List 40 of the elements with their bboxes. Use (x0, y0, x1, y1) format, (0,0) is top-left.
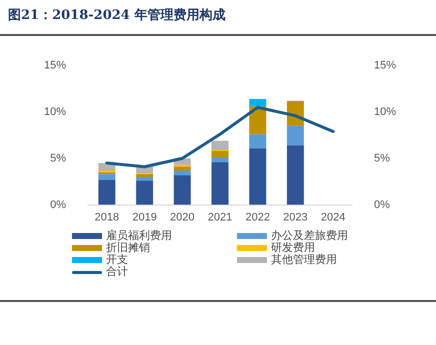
x-tick-label: 2019 (132, 211, 157, 224)
bar (286, 145, 304, 205)
x-tick-label: 2021 (208, 211, 232, 224)
bar (174, 175, 191, 205)
bar (249, 99, 266, 106)
y2-tick-label: 0% (374, 198, 390, 211)
bar (136, 174, 154, 177)
bar (98, 180, 116, 205)
y-tick-label: 15% (44, 60, 66, 72)
x-tick-label: 2023 (283, 211, 308, 224)
y2-tick-label: 10% (374, 106, 396, 118)
y-tick-label: 5% (50, 152, 66, 164)
x-tick-label: 2022 (245, 211, 270, 224)
bar (136, 176, 154, 181)
bar (136, 180, 154, 205)
bar (249, 148, 266, 205)
chart-title: 图21：2018-2024 年管理费用构成 (8, 7, 226, 24)
bar (174, 166, 191, 170)
bar (212, 150, 228, 158)
y-tick-label: 10% (44, 106, 66, 118)
legend-label: 折旧摊销 (106, 241, 150, 254)
bar (174, 170, 191, 176)
legend-label: 其他管理费用 (271, 253, 337, 266)
bar (212, 162, 228, 205)
legend-label: 研发费用 (271, 241, 315, 254)
bar (212, 157, 228, 162)
legend-label: 开支 (106, 253, 128, 266)
y2-tick-label: 5% (374, 152, 390, 164)
x-tick-label: 2024 (320, 211, 346, 224)
legend-label: 合计 (106, 265, 128, 278)
bar (98, 174, 116, 180)
x-tick-label: 2020 (170, 211, 195, 224)
legend-label: 雇员福利费用 (106, 229, 172, 242)
bar (212, 140, 228, 150)
x-tick-label: 2018 (94, 211, 120, 224)
y2-tick-label: 15% (374, 60, 396, 72)
bar (286, 126, 304, 146)
bar (249, 134, 266, 148)
y-tick-label: 0% (50, 198, 66, 211)
legend-label: 办公及差旅费用 (271, 229, 348, 242)
